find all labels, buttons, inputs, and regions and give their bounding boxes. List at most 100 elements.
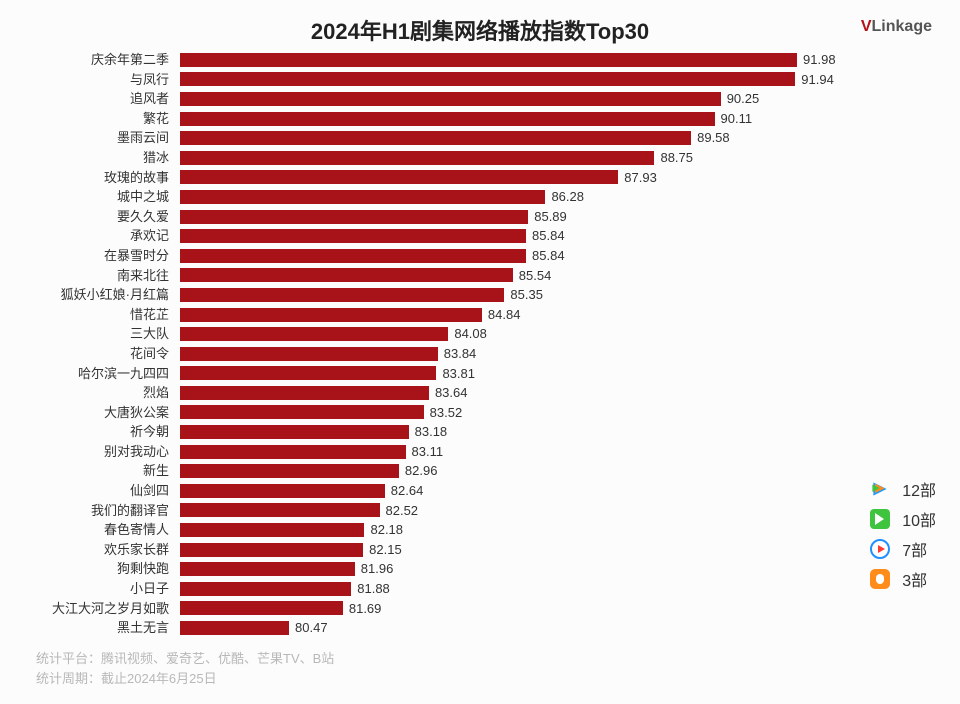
bar-row: 小日子 81.88	[0, 579, 960, 599]
legend-count: 3部	[902, 567, 927, 591]
category-label: 与凤行	[0, 70, 175, 90]
category-label: 黑土无言	[0, 618, 175, 638]
legend-item-tencent: 12部	[868, 474, 936, 504]
bar-row: 烈焰83.64	[0, 383, 960, 403]
bar	[180, 210, 528, 224]
bar-row: 大唐狄公案83.52	[0, 403, 960, 423]
brand-v: V	[861, 18, 872, 35]
value-label: 91.98	[803, 50, 836, 70]
chart-title: 2024年H1剧集网络播放指数Top30	[0, 14, 960, 46]
category-label: 小日子	[0, 579, 175, 599]
category-label: 大江大河之岁月如歌	[0, 599, 175, 619]
value-label: 82.15	[369, 540, 402, 560]
footer-platforms: 统计平台：腾讯视频、爱奇艺、优酷、芒果TV、B站	[36, 649, 334, 669]
value-label: 91.94	[801, 70, 834, 90]
value-label: 83.18	[415, 422, 448, 442]
category-label: 欢乐家长群	[0, 540, 175, 560]
bar	[180, 53, 797, 67]
category-label: 仙剑四	[0, 481, 175, 501]
bar-row: 三大队84.08	[0, 324, 960, 344]
bar	[180, 347, 438, 361]
footer-notes: 统计平台：腾讯视频、爱奇艺、优酷、芒果TV、B站 统计周期：截止2024年6月2…	[36, 649, 334, 688]
bar	[180, 543, 363, 557]
bar	[180, 72, 795, 86]
value-label: 88.75	[660, 148, 693, 168]
category-label: 南来北往	[0, 266, 175, 286]
bar-row: 墨雨云间89.58	[0, 128, 960, 148]
value-label: 81.96	[361, 559, 394, 579]
page-root: 2024年H1剧集网络播放指数Top30 VLinkage 庆余年第二季91.9…	[0, 0, 960, 704]
footer-period: 统计周期：截止2024年6月25日	[36, 669, 334, 689]
bar-row: 繁花90.11	[0, 109, 960, 129]
bar-row: 新生 82.96	[0, 461, 960, 481]
category-label: 新生	[0, 461, 175, 481]
value-label: 80.47	[295, 618, 328, 638]
bar	[180, 268, 513, 282]
category-label: 繁花	[0, 109, 175, 129]
bar	[180, 190, 545, 204]
bar-row: 猎冰 88.75	[0, 148, 960, 168]
bar-row: 要久久爱85.89	[0, 207, 960, 227]
bar-chart: 庆余年第二季91.98与凤行91.94追风者90.25繁花90.11墨雨云间89…	[0, 50, 960, 638]
legend-count: 12部	[902, 477, 936, 501]
bar-row: 与凤行 91.94	[0, 70, 960, 90]
category-label: 三大队	[0, 324, 175, 344]
category-label: 狐妖小红娘·月红篇	[0, 285, 175, 305]
legend-item-iqiyi: 10部	[868, 504, 936, 534]
bar-row: 欢乐家长群 82.15	[0, 540, 960, 560]
value-label: 86.28	[551, 187, 584, 207]
bar	[180, 582, 351, 596]
category-label: 城中之城	[0, 187, 175, 207]
platform-legend: 12部 10部 7部 3部	[868, 474, 936, 594]
value-label: 82.96	[405, 461, 438, 481]
bar	[180, 249, 526, 263]
bar	[180, 484, 385, 498]
value-label: 83.52	[430, 403, 463, 423]
bar	[180, 170, 618, 184]
bar	[180, 308, 482, 322]
tencent-video-icon	[868, 477, 892, 501]
bar	[180, 464, 399, 478]
bar	[180, 405, 424, 419]
bar	[180, 327, 448, 341]
category-label: 承欢记	[0, 226, 175, 246]
value-label: 85.35	[510, 285, 543, 305]
bar-row: 追风者90.25	[0, 89, 960, 109]
value-label: 85.84	[532, 246, 565, 266]
category-label: 追风者	[0, 89, 175, 109]
bar	[180, 131, 691, 145]
bar-row: 哈尔滨一九四四83.81	[0, 364, 960, 384]
value-label: 89.58	[697, 128, 730, 148]
bar-row: 承欢记 85.84	[0, 226, 960, 246]
value-label: 85.84	[532, 226, 565, 246]
bar	[180, 503, 380, 517]
bar-row: 春色寄情人82.18	[0, 520, 960, 540]
value-label: 83.11	[412, 442, 444, 462]
bar	[180, 229, 526, 243]
bar	[180, 425, 409, 439]
bar-row: 惜花芷 84.84	[0, 305, 960, 325]
category-label: 别对我动心	[0, 442, 175, 462]
value-label: 84.84	[488, 305, 521, 325]
bar	[180, 288, 504, 302]
category-label: 我们的翻译官	[0, 501, 175, 521]
category-label: 狗剩快跑	[0, 559, 175, 579]
bar-row: 狐妖小红娘·月红篇 85.35	[0, 285, 960, 305]
bar	[180, 601, 343, 615]
category-label: 猎冰	[0, 148, 175, 168]
category-label: 哈尔滨一九四四	[0, 364, 175, 384]
legend-item-youku: 7部	[868, 534, 936, 564]
bar-row: 城中之城 86.28	[0, 187, 960, 207]
value-label: 81.69	[349, 599, 382, 619]
bar-row: 祈今朝83.18	[0, 422, 960, 442]
bar-row: 仙剑四82.64	[0, 481, 960, 501]
bar-row: 花间令83.84	[0, 344, 960, 364]
bar-row: 在暴雪时分85.84	[0, 246, 960, 266]
value-label: 81.88	[357, 579, 390, 599]
youku-icon	[868, 537, 892, 561]
legend-count: 10部	[902, 507, 936, 531]
value-label: 82.52	[386, 501, 419, 521]
bar	[180, 523, 364, 537]
bar	[180, 112, 715, 126]
category-label: 惜花芷	[0, 305, 175, 325]
